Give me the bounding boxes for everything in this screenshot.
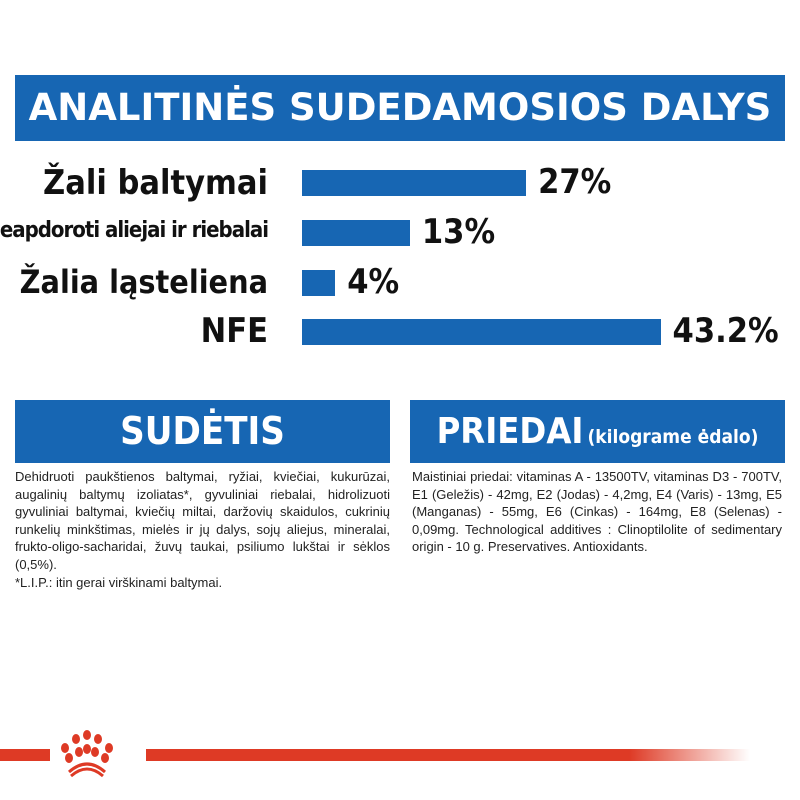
additives-title: PRIEDAI (436, 411, 584, 452)
label-fat: Neapdoroti aliejai ir riebalai (0, 218, 269, 243)
bar-3 (302, 319, 661, 345)
label-nfe: NFE (200, 311, 268, 351)
bar-value-label: 13% (421, 212, 496, 252)
label-protein: Žali baltymai (43, 163, 268, 203)
additives-text: Maistiniai priedai: vitaminas A - 13500T… (412, 469, 782, 555)
brand-line-left (0, 749, 50, 761)
bar-2 (302, 270, 336, 296)
section-title: ANALITINĖS SUDEDAMOSIOS DALYS (15, 75, 785, 141)
additives-subtitle: (kilograme ėdalo) (587, 426, 759, 448)
composition-body: Dehidruoti paukštienos baltymai, ryžiai,… (15, 469, 390, 572)
bar-value-label: 4% (347, 262, 400, 302)
composition-text: Dehidruoti paukštienos baltymai, ryžiai,… (15, 468, 390, 591)
bar-1 (302, 220, 410, 246)
additives-header: PRIEDAI (kilograme ėdalo) (410, 400, 785, 463)
composition-title: SUDĖTIS (120, 409, 285, 453)
composition-footnote: *L.I.P.: itin gerai virškinami baltymai. (15, 574, 223, 590)
bar-0 (302, 170, 527, 196)
bar-value-label: 43.2% (672, 311, 779, 351)
brand-line-right (146, 749, 750, 761)
label-fibre: Žalia ląsteliena (19, 263, 268, 301)
crown-icon (55, 728, 139, 778)
composition-header: SUDĖTIS (15, 400, 390, 463)
bar-value-label: 27% (538, 162, 612, 202)
